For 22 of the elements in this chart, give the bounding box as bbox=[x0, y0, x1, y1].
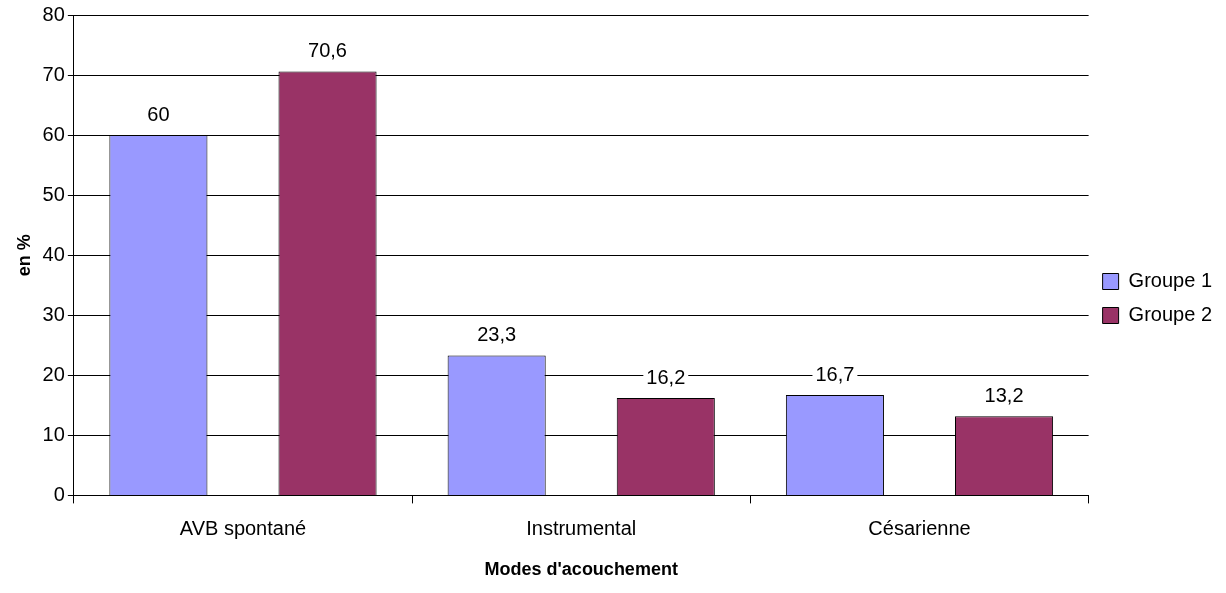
y-tick-label: 70 bbox=[42, 62, 65, 85]
y-tick-label: 30 bbox=[42, 302, 65, 325]
x-tick-label: AVB spontané bbox=[179, 516, 307, 539]
y-tick-label: 0 bbox=[53, 482, 65, 505]
data-label: 70,6 bbox=[308, 38, 348, 61]
x-tick-label: Césarienne bbox=[868, 516, 971, 539]
x-tick-label: Instrumental bbox=[526, 516, 637, 539]
y-tick-label: 20 bbox=[42, 362, 65, 385]
legend-label: Groupe 1 bbox=[1128, 269, 1212, 292]
data-label: 23,3 bbox=[477, 323, 517, 345]
y-tick-label: 60 bbox=[42, 122, 65, 145]
y-tick-label: 80 bbox=[42, 2, 65, 25]
legend-label: Groupe 2 bbox=[1128, 303, 1212, 326]
data-label: 16,7 bbox=[815, 362, 855, 385]
y-tick-label: 40 bbox=[42, 242, 65, 265]
y-axis-title: en % bbox=[13, 234, 34, 277]
data-label: 13,2 bbox=[984, 383, 1024, 406]
x-axis-title: Modes d'acouchement bbox=[484, 559, 678, 580]
data-label: 60 bbox=[147, 102, 170, 125]
y-tick-label: 50 bbox=[42, 182, 65, 205]
y-tick-label: 10 bbox=[42, 422, 65, 445]
data-label: 16,2 bbox=[646, 365, 686, 388]
